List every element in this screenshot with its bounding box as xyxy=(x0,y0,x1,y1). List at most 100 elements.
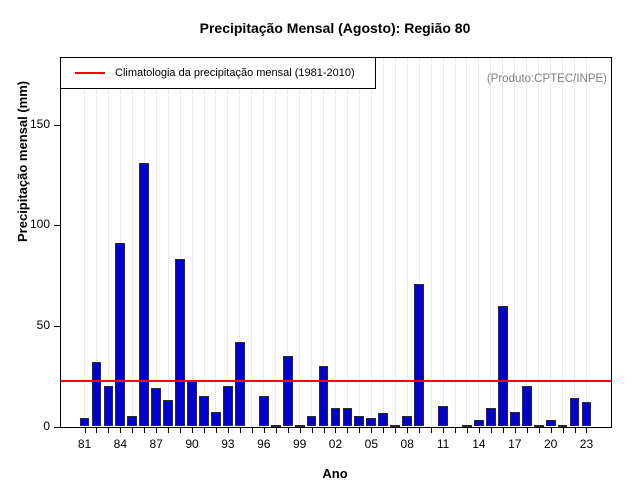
x-tick xyxy=(239,428,241,433)
bar-2003 xyxy=(342,408,353,427)
gridline xyxy=(311,58,313,427)
bar-1999 xyxy=(294,425,305,428)
bar-2020 xyxy=(545,420,556,427)
bar-2017 xyxy=(509,412,520,427)
gridline xyxy=(179,58,181,427)
bar-2011 xyxy=(438,406,448,427)
bar-1992 xyxy=(211,412,221,427)
y-tick-label: 150 xyxy=(29,116,50,131)
bar-1990 xyxy=(187,380,197,427)
y-tick-label: 100 xyxy=(29,217,50,232)
bar-1998 xyxy=(282,356,293,427)
bar-2013 xyxy=(462,424,472,427)
gridline xyxy=(95,58,97,427)
x-tick xyxy=(132,428,134,433)
gridline xyxy=(430,58,432,427)
gridline xyxy=(370,58,372,427)
gridline xyxy=(394,58,396,427)
gridline xyxy=(251,58,253,427)
x-axis-label: Ano xyxy=(322,466,348,481)
bar-1984 xyxy=(115,243,126,427)
bar-1993 xyxy=(223,386,233,427)
gridline xyxy=(490,58,492,427)
bar-2004 xyxy=(354,416,365,427)
bar-2006 xyxy=(378,413,389,427)
x-tick-label: 08 xyxy=(400,437,414,451)
x-tick-label: 81 xyxy=(77,437,92,451)
bar-2000 xyxy=(306,416,317,427)
gridline xyxy=(275,58,277,427)
climatology-line-icon xyxy=(75,72,105,74)
gridline xyxy=(562,58,564,427)
x-tick xyxy=(526,428,528,433)
gridline xyxy=(107,58,109,427)
chart-title: Precipitação Mensal (Agosto): Região 80 xyxy=(199,20,471,36)
bar-1996 xyxy=(258,396,269,427)
gridline xyxy=(334,58,336,427)
x-tick xyxy=(323,428,325,433)
gridline xyxy=(84,58,85,427)
bar-2015 xyxy=(485,408,496,427)
gridline xyxy=(466,58,468,427)
bar-2018 xyxy=(521,386,532,427)
gridline xyxy=(215,58,217,427)
x-tick xyxy=(299,428,301,433)
x-tick xyxy=(586,428,588,433)
x-tick xyxy=(180,428,182,433)
x-tick xyxy=(371,428,373,433)
x-tick-label: 05 xyxy=(364,437,379,451)
x-tick xyxy=(84,428,86,433)
x-tick xyxy=(287,428,289,433)
x-tick-label: 87 xyxy=(149,437,163,451)
x-tick-label: 96 xyxy=(257,437,271,451)
watermark-text: (Produto:CPTEC/INPE) xyxy=(486,73,607,85)
gridline xyxy=(418,58,420,427)
x-tick-label: 17 xyxy=(508,437,522,451)
gridline xyxy=(227,58,229,427)
x-tick xyxy=(562,428,564,433)
x-tick xyxy=(168,428,170,433)
x-tick xyxy=(431,428,433,433)
bar-1986 xyxy=(139,162,150,427)
x-tick xyxy=(359,428,361,433)
x-tick-label: 84 xyxy=(113,437,128,451)
plot-area: Precipitação mensal (mm) Climatologia da… xyxy=(15,57,612,451)
x-tick xyxy=(407,428,409,433)
climatology-line xyxy=(61,379,611,382)
x-tick xyxy=(466,428,468,433)
x-tick xyxy=(455,428,456,433)
gridline xyxy=(155,58,157,427)
x-tick-label: 90 xyxy=(185,437,199,451)
bar-1987 xyxy=(151,388,162,427)
x-tick xyxy=(120,428,122,433)
gridline xyxy=(239,58,241,427)
gridline xyxy=(167,58,169,427)
bar-2002 xyxy=(330,408,341,427)
y-tick-label: 0 xyxy=(43,418,50,433)
x-tick-label: 20 xyxy=(543,437,558,451)
x-tick xyxy=(550,428,552,433)
x-tick xyxy=(204,428,206,433)
gridline xyxy=(203,58,205,427)
gridline xyxy=(574,58,576,427)
bar-2005 xyxy=(366,418,377,427)
gridline xyxy=(454,58,456,427)
bar-1988 xyxy=(163,400,174,427)
x-tick xyxy=(538,428,540,433)
gridline xyxy=(346,58,348,427)
bar-2001 xyxy=(318,366,329,427)
gridline xyxy=(358,58,360,427)
gridline xyxy=(514,58,516,427)
bar-2014 xyxy=(474,420,484,427)
gridline xyxy=(299,58,301,427)
x-tick xyxy=(144,428,146,433)
legend-box: Climatologia da precipitação mensal (198… xyxy=(60,57,376,89)
gridline xyxy=(131,58,133,427)
y-tick xyxy=(54,325,60,327)
bar-2007 xyxy=(390,425,401,428)
x-tick xyxy=(156,428,158,433)
gridline xyxy=(287,58,289,427)
gridline xyxy=(191,58,193,427)
x-tick-label: 14 xyxy=(472,437,486,451)
x-tick xyxy=(419,428,421,433)
